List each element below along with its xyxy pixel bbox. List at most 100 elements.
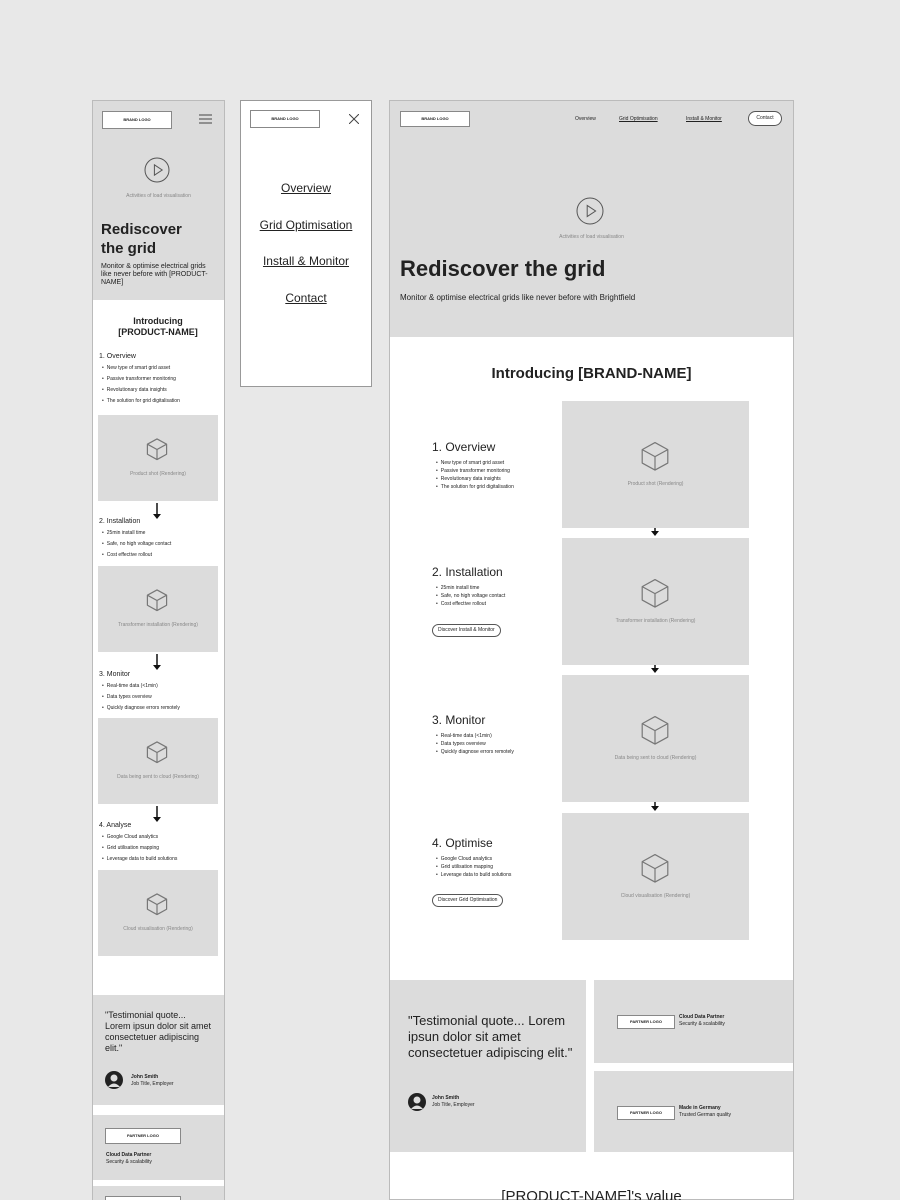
discover-button[interactable]: Discover Grid Optimisation <box>432 894 504 907</box>
flow-arrow <box>651 802 659 811</box>
image-caption: Data being sent to cloud (Rendering) <box>614 755 697 761</box>
step-bullet: New type of smart grid asset <box>436 460 504 466</box>
person-role: Job Title, Employer <box>432 1102 475 1108</box>
step-bullet: Safe, no high voltage contact <box>102 541 172 547</box>
step-bullet: Passive transformer monitoring <box>436 468 510 474</box>
step-bullet: Real-time data (<1min) <box>436 733 492 739</box>
partner-card <box>93 1115 224 1180</box>
section-heading: [PRODUCT-NAME]'s value <box>501 1188 682 1200</box>
step-bullet: Quickly diagnose errors remotely <box>102 705 180 711</box>
video-caption: Activities of load visualisation <box>126 193 191 199</box>
cube-icon <box>641 715 669 745</box>
avatar <box>105 1071 123 1089</box>
step-bullet: 25min install time <box>102 530 146 536</box>
step-bullet: Safe, no high voltage contact <box>436 593 506 599</box>
hero-title: Rediscover the grid <box>400 256 606 281</box>
nav-link[interactable]: Install & Monitor <box>686 116 722 122</box>
flow-arrow <box>153 654 161 670</box>
partner-subtitle: Trusted German quality <box>679 1112 732 1118</box>
logo-placeholder: BRAND LOGO <box>250 110 320 128</box>
section-heading: Introducing [BRAND-NAME] <box>491 365 692 382</box>
flow-arrow <box>153 806 161 822</box>
video-caption: Activities of load visualisation <box>559 234 624 240</box>
image-caption: Product shot (Rendering) <box>627 481 684 487</box>
hamburger-menu[interactable] <box>199 114 212 124</box>
partner-title: Cloud Data Partner <box>679 1014 725 1020</box>
step-bullet: Google Cloud analytics <box>102 834 158 840</box>
step-bullet: Leverage data to build solutions <box>102 856 178 862</box>
partner-subtitle: Security & scalability <box>106 1159 152 1165</box>
image-caption: Transformer installation (Rendering) <box>615 618 696 624</box>
image-caption: Product shot (Rendering) <box>130 471 186 477</box>
partner-subtitle: Security & scalability <box>679 1021 725 1027</box>
hero-title: Rediscover the grid <box>101 221 182 257</box>
person-name: John Smith <box>131 1074 159 1080</box>
close-button[interactable] <box>349 114 359 124</box>
step-title: 1. Overview <box>99 353 136 360</box>
flow-arrow <box>153 503 161 519</box>
step-bullet: Grid utilisation mapping <box>102 845 159 851</box>
nav-link[interactable]: Grid Optimisation <box>619 116 658 122</box>
discover-button[interactable]: Discover Install & Monitor <box>432 624 501 637</box>
logo-placeholder: BRAND LOGO <box>400 111 470 127</box>
step-bullet: The solution for grid digitalisation <box>102 398 180 404</box>
step-bullet: Data types overview <box>436 741 486 747</box>
flow-arrow <box>651 665 659 673</box>
menu-link[interactable]: Grid Optimisation <box>259 218 353 232</box>
image-placeholder <box>98 566 218 652</box>
logo-placeholder: PARTNER LOGO <box>617 1106 675 1120</box>
menu-link[interactable]: Contact <box>285 291 327 305</box>
image-caption: Cloud visualisation (Rendering) <box>620 893 691 899</box>
partner-title: Cloud Data Partner <box>106 1152 152 1158</box>
nav-link[interactable]: Overview <box>575 116 596 122</box>
person-role: Job Title, Employer <box>131 1081 174 1087</box>
step-title: 3. Monitor <box>99 671 131 678</box>
step-title: 1. Overview <box>432 440 496 454</box>
play-icon[interactable] <box>576 197 604 225</box>
menu-panel <box>240 100 372 387</box>
cube-icon <box>641 853 669 883</box>
partner-title: Made in Germany <box>679 1105 721 1111</box>
person-name: John Smith <box>432 1095 460 1101</box>
image-placeholder <box>98 718 218 804</box>
logo-placeholder: PARTNER LOGO <box>105 1128 181 1144</box>
menu-link[interactable]: Install & Monitor <box>262 254 350 268</box>
step-title: 3. Monitor <box>432 713 486 727</box>
step-bullet: Cost effective rollout <box>102 552 152 558</box>
image-placeholder <box>98 415 218 501</box>
menu-link[interactable]: Overview <box>280 181 331 195</box>
hero-text: Monitor & optimise electrical grids like… <box>101 263 208 286</box>
testimonial-quote: "Testimonial quote... Lorem ipsun dolor … <box>408 1013 573 1060</box>
avatar <box>408 1093 426 1111</box>
image-placeholder <box>98 870 218 956</box>
image-caption: Data being sent to cloud (Rendering) <box>117 774 199 780</box>
step-bullet: New type of smart grid asset <box>102 365 170 371</box>
step-bullet: 25min install time <box>436 585 480 591</box>
step-bullet: The solution for grid digitalisation <box>436 484 514 490</box>
step-bullet: Passive transformer monitoring <box>102 376 176 382</box>
desktop-hero <box>390 101 793 337</box>
hero-text: Monitor & optimise electrical grids like… <box>400 293 636 302</box>
step-title: 4. Analyse <box>99 822 132 829</box>
contact-button[interactable]: Contact <box>748 111 782 126</box>
section-heading: Introducing [PRODUCT-NAME] <box>118 316 198 337</box>
image-caption: Transformer installation (Rendering) <box>118 622 198 628</box>
step-bullet: Cost effective rollout <box>436 601 486 607</box>
step-title: 2. Installation <box>99 518 141 525</box>
step-title: 2. Installation <box>432 565 503 579</box>
step-title: 4. Optimise <box>432 836 493 850</box>
testimonial-quote: "Testimonial quote... Lorem ipsun dolor … <box>105 1010 212 1053</box>
cube-icon <box>146 741 168 764</box>
logo-placeholder <box>105 1196 181 1200</box>
cube-icon <box>641 578 669 608</box>
step-bullet: Revolutionary data insights <box>102 387 167 393</box>
cube-icon <box>146 893 168 916</box>
step-bullet: Real-time data (<1min) <box>102 683 158 689</box>
cube-icon <box>146 438 168 461</box>
cube-icon <box>641 441 669 471</box>
step-bullet: Data types overview <box>102 694 152 700</box>
step-bullet: Leverage data to build solutions <box>436 872 512 878</box>
play-icon[interactable] <box>144 157 170 183</box>
step-bullet: Revolutionary data insights <box>436 476 501 482</box>
